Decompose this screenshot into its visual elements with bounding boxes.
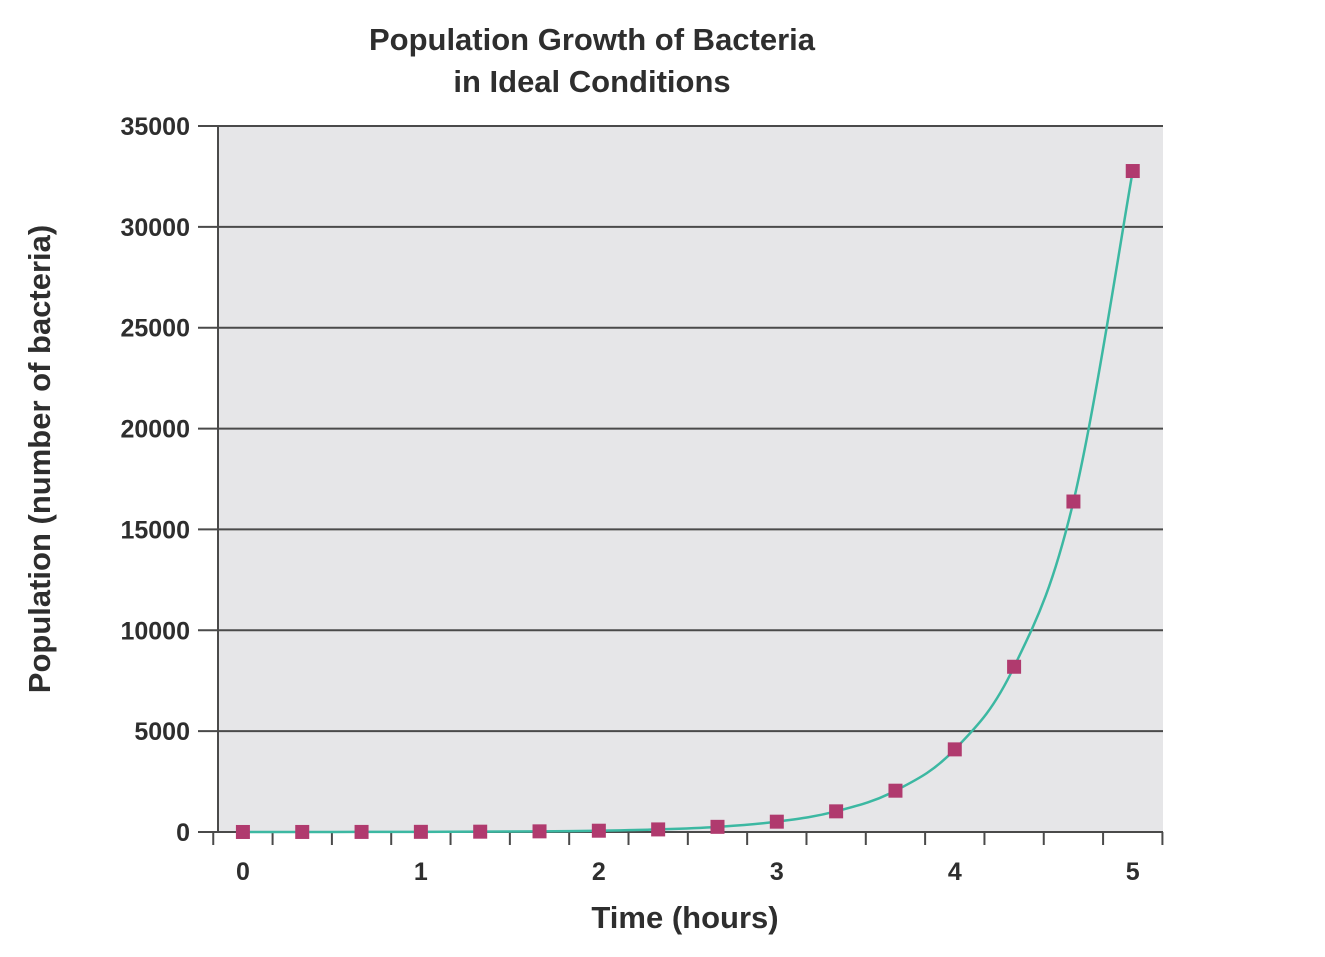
plot-area [218,126,1163,832]
data-point-marker [532,824,547,839]
data-point-marker [1007,659,1022,674]
y-tick-label: 30000 [120,214,190,242]
y-tick-label: 20000 [120,416,190,444]
data-point-marker [651,822,666,837]
y-tick-label: 10000 [120,617,190,645]
y-tick-label: 15000 [120,516,190,544]
y-axis-label: Population (number of bacteria) [22,225,57,693]
data-point-marker [829,804,844,819]
data-point-marker [354,824,369,839]
x-tick-label: 5 [1126,858,1140,886]
y-tick-label: 25000 [120,315,190,343]
x-axis-label: Time (hours) [591,900,778,935]
x-tick-label: 4 [948,858,962,886]
data-point-marker [1066,494,1081,509]
data-point-marker [888,783,903,798]
x-tick-label: 2 [592,858,606,886]
data-point-marker [413,824,428,839]
chart-title-line-2: in Ideal Conditions [453,64,730,99]
data-point-marker [947,742,962,757]
data-point-marker [769,814,784,829]
x-tick-label: 1 [414,858,428,886]
data-point-marker [295,824,310,839]
y-tick-label: 35000 [120,113,190,141]
data-point-marker [235,824,250,839]
x-tick-label: 3 [770,858,784,886]
data-point-marker [473,824,488,839]
x-tick-label: 0 [236,858,250,886]
tick-labels: 0 5000 10000 15000 20000 25000 30000 35000 0 1 2 3 4… [120,113,1139,886]
data-series [235,164,1140,839]
data-point-marker [1125,164,1140,179]
y-tick-label: 0 [176,819,190,847]
chart-title-line-1: Population Growth of Bacteria [369,22,816,57]
gridlines [218,125,1163,733]
axes [198,125,1164,845]
data-point-marker [591,823,606,838]
data-point-marker [710,819,725,834]
y-tick-label: 5000 [134,718,190,746]
